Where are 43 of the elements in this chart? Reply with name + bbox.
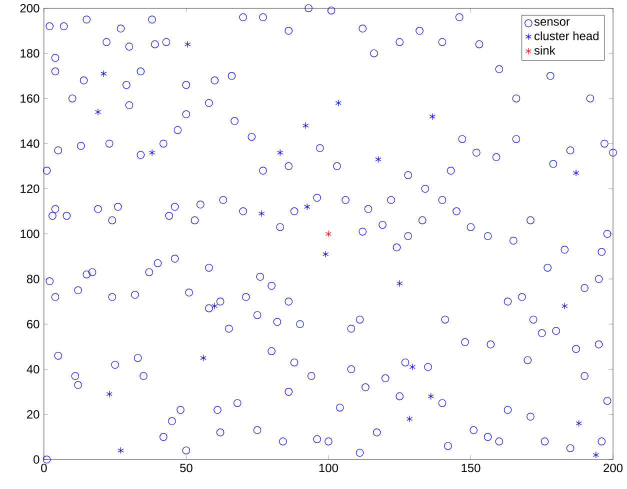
y-tick-label: 20 <box>27 410 40 418</box>
point <box>576 420 582 427</box>
x-tick-label: 50 <box>180 463 192 472</box>
legend-label: sink <box>534 46 556 54</box>
point <box>409 363 416 370</box>
point <box>335 99 342 106</box>
legend-label: cluster head <box>534 31 598 40</box>
point <box>184 40 191 48</box>
y-tick-label: 140 <box>20 139 40 148</box>
y-tick-label: 80 <box>26 274 40 284</box>
point <box>200 354 206 362</box>
y-tick-label: 200 <box>20 4 40 12</box>
point <box>375 156 382 163</box>
point <box>592 451 600 458</box>
point <box>258 210 265 217</box>
y-tick-label: 120 <box>20 184 40 193</box>
y-tick-label: 180 <box>20 48 40 58</box>
point <box>406 415 413 422</box>
y-tick-label: 100 <box>20 229 40 238</box>
point <box>94 108 102 116</box>
y-tick-label: 40 <box>26 364 40 374</box>
point <box>118 446 124 454</box>
point <box>302 122 309 129</box>
point <box>304 203 310 210</box>
x-tick-label: 150 <box>462 463 480 472</box>
point <box>396 280 403 287</box>
point <box>428 392 434 400</box>
point <box>325 230 332 238</box>
y-tick-label: 160 <box>20 94 40 102</box>
legend-label: sensor <box>534 18 570 26</box>
point <box>148 148 156 156</box>
x-tick-label: 200 <box>604 463 623 472</box>
point <box>277 148 284 156</box>
y-tick-label: 0 <box>34 455 40 464</box>
y-tick-label: 60 <box>27 320 40 328</box>
point <box>572 169 580 176</box>
x-tick-label: 0 <box>41 463 47 472</box>
point <box>100 70 107 77</box>
point <box>562 302 568 310</box>
point <box>429 112 436 120</box>
point <box>322 250 329 258</box>
x-tick-label: 100 <box>319 463 338 472</box>
point <box>106 390 112 398</box>
